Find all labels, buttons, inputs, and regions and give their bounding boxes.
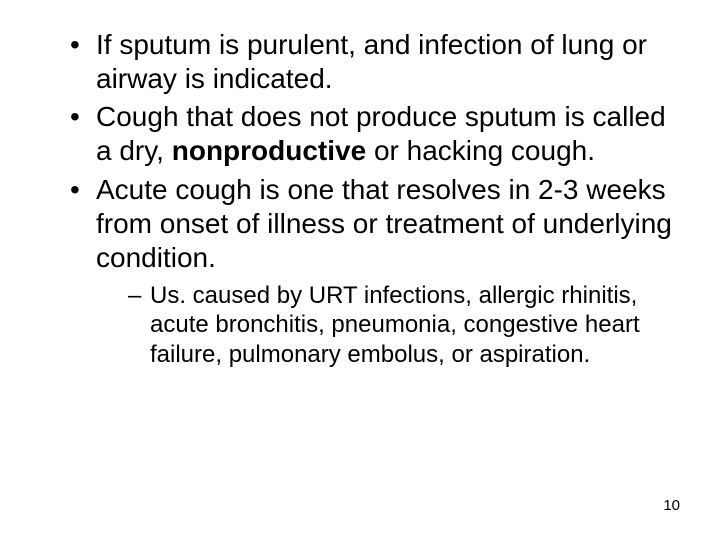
slide: If sputum is purulent, and infection of … — [0, 0, 720, 540]
sub-bullet-item: Us. caused by URT infections, allergic r… — [128, 281, 680, 369]
sub-bullet-list: Us. caused by URT infections, allergic r… — [128, 281, 680, 369]
main-bullet-list: If sputum is purulent, and infection of … — [70, 28, 680, 369]
bullet-text-post: or hacking cough. — [366, 135, 595, 166]
bullet-text: Acute cough is one that resolves in 2-3 … — [96, 174, 672, 273]
bullet-item: If sputum is purulent, and infection of … — [70, 28, 680, 96]
bullet-text: If sputum is purulent, and infection of … — [96, 29, 647, 94]
page-number: 10 — [663, 497, 680, 514]
sub-bullet-text: Us. caused by URT infections, allergic r… — [150, 282, 640, 368]
bullet-bold: nonproductive — [172, 135, 366, 166]
bullet-item: Acute cough is one that resolves in 2-3 … — [70, 173, 680, 369]
bullet-item: Cough that does not produce sputum is ca… — [70, 100, 680, 168]
